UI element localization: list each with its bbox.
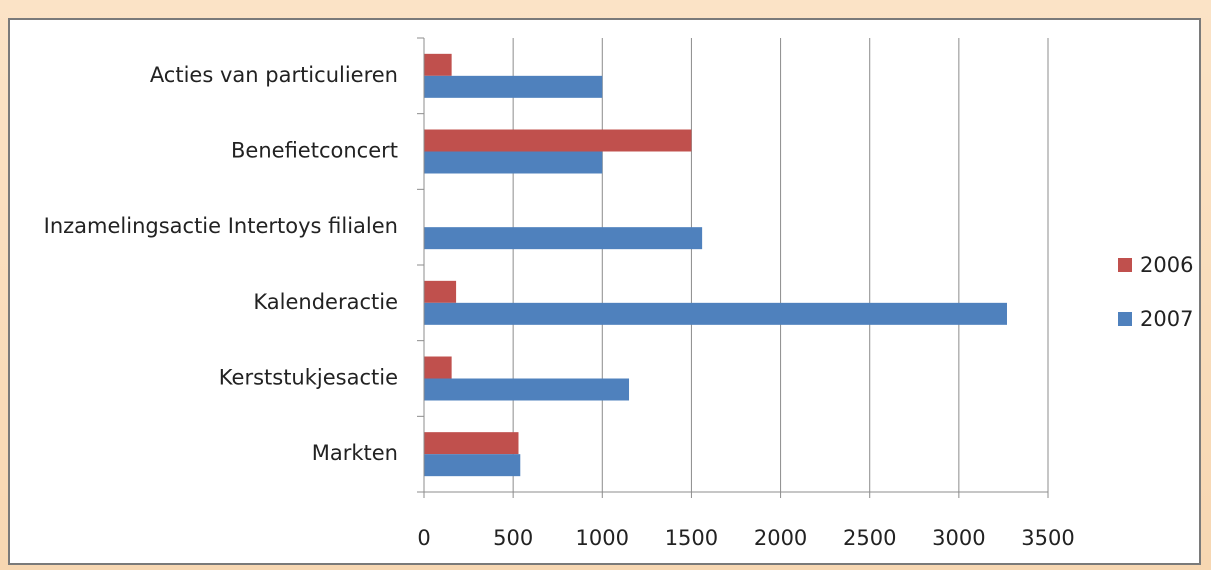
bars [424, 53, 1007, 477]
x-tick-label: 3000 [932, 526, 985, 550]
bar-2007 [424, 378, 630, 401]
bar-2006 [424, 356, 452, 379]
x-tick-label: 500 [493, 526, 533, 550]
category-labels: Acties van particulieren Benefietconcert I… [44, 63, 398, 465]
x-tick-label: 2000 [754, 526, 807, 550]
category-label: Kerststukjesactie [219, 366, 398, 390]
legend-label: 2007 [1140, 307, 1193, 331]
bar-2006 [424, 280, 457, 303]
category-label: Acties van particulieren [150, 63, 398, 87]
category-label: Markten [312, 441, 398, 465]
bar-2007 [424, 302, 1007, 325]
bar-2006 [424, 129, 692, 152]
x-tick-label: 3500 [1021, 526, 1074, 550]
bar-2007 [424, 151, 603, 174]
gridlines [512, 38, 1049, 492]
legend-swatch [1118, 312, 1132, 326]
category-label: Inzamelingsactie Intertoys filialen [44, 214, 398, 238]
bar-2006 [424, 432, 519, 455]
legend-swatch [1118, 258, 1132, 272]
axes [417, 37, 1049, 498]
legend-label: 2006 [1140, 253, 1193, 277]
category-label: Benefietconcert [231, 139, 398, 163]
x-tick-label: 0 [417, 526, 430, 550]
bar-2007 [424, 454, 521, 477]
legend: 2006 2007 [1118, 253, 1193, 331]
x-tick-labels: 0 500 1000 1500 2000 2500 3000 3500 [417, 526, 1074, 550]
bar-2007 [424, 227, 703, 250]
category-label: Kalenderactie [253, 290, 398, 314]
chart-frame [8, 18, 1201, 565]
bar-2007 [424, 75, 603, 98]
x-tick-label: 1000 [576, 526, 629, 550]
x-tick-label: 2500 [843, 526, 896, 550]
x-tick-label: 1500 [665, 526, 718, 550]
bar-2006 [424, 53, 452, 76]
